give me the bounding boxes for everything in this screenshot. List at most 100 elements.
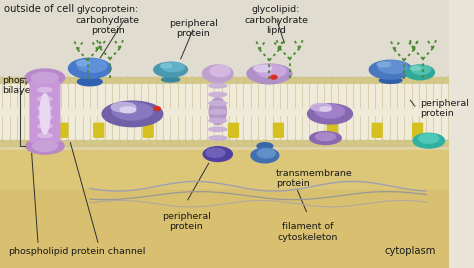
- Ellipse shape: [257, 65, 286, 77]
- Circle shape: [209, 140, 220, 147]
- Ellipse shape: [38, 115, 52, 119]
- Circle shape: [303, 140, 315, 147]
- Circle shape: [106, 140, 118, 147]
- Circle shape: [143, 140, 154, 147]
- Ellipse shape: [257, 77, 282, 84]
- Circle shape: [318, 140, 330, 147]
- FancyBboxPatch shape: [30, 82, 60, 142]
- Bar: [0, 82, 449, 142]
- Ellipse shape: [203, 147, 232, 161]
- Ellipse shape: [77, 78, 102, 86]
- Text: filament of
cytoskeleton: filament of cytoskeleton: [277, 222, 338, 242]
- Circle shape: [289, 77, 301, 84]
- Circle shape: [252, 140, 264, 147]
- Circle shape: [303, 77, 315, 84]
- FancyBboxPatch shape: [413, 123, 422, 137]
- Circle shape: [40, 77, 52, 84]
- Ellipse shape: [40, 94, 50, 134]
- Circle shape: [406, 77, 418, 84]
- Ellipse shape: [311, 103, 331, 111]
- Circle shape: [11, 140, 23, 147]
- Circle shape: [406, 140, 418, 147]
- Circle shape: [413, 140, 425, 147]
- Circle shape: [442, 140, 454, 147]
- Ellipse shape: [251, 148, 279, 163]
- Ellipse shape: [209, 84, 227, 88]
- Circle shape: [84, 77, 96, 84]
- Ellipse shape: [254, 65, 272, 72]
- Circle shape: [271, 75, 277, 79]
- Circle shape: [435, 140, 447, 147]
- Circle shape: [106, 77, 118, 84]
- Circle shape: [245, 77, 256, 84]
- Circle shape: [384, 77, 395, 84]
- Circle shape: [47, 140, 59, 147]
- Ellipse shape: [38, 133, 52, 137]
- Circle shape: [223, 77, 235, 84]
- Circle shape: [113, 140, 125, 147]
- Circle shape: [172, 77, 183, 84]
- Ellipse shape: [162, 77, 180, 82]
- Ellipse shape: [308, 104, 353, 124]
- Circle shape: [355, 77, 366, 84]
- Circle shape: [33, 77, 45, 84]
- Ellipse shape: [209, 101, 227, 105]
- Circle shape: [369, 77, 381, 84]
- Circle shape: [121, 77, 132, 84]
- Circle shape: [347, 140, 359, 147]
- Circle shape: [18, 140, 30, 147]
- Circle shape: [216, 140, 228, 147]
- Ellipse shape: [112, 102, 153, 120]
- Circle shape: [201, 140, 213, 147]
- Ellipse shape: [25, 69, 64, 86]
- Circle shape: [428, 140, 439, 147]
- Circle shape: [179, 77, 191, 84]
- Circle shape: [399, 140, 410, 147]
- Ellipse shape: [161, 64, 172, 68]
- Ellipse shape: [77, 59, 107, 72]
- FancyBboxPatch shape: [94, 123, 104, 137]
- Ellipse shape: [209, 127, 227, 131]
- Circle shape: [84, 140, 96, 147]
- Circle shape: [369, 140, 381, 147]
- Circle shape: [340, 140, 352, 147]
- Circle shape: [4, 140, 15, 147]
- Circle shape: [333, 77, 344, 84]
- Circle shape: [70, 77, 81, 84]
- Circle shape: [230, 77, 242, 84]
- Ellipse shape: [377, 62, 391, 67]
- FancyBboxPatch shape: [372, 123, 382, 137]
- Circle shape: [40, 140, 52, 147]
- Circle shape: [420, 140, 432, 147]
- Circle shape: [11, 77, 23, 84]
- Circle shape: [267, 77, 279, 84]
- Ellipse shape: [102, 101, 163, 127]
- Circle shape: [70, 140, 81, 147]
- Circle shape: [362, 77, 374, 84]
- Circle shape: [77, 77, 89, 84]
- Circle shape: [260, 77, 271, 84]
- Text: cytoplasm: cytoplasm: [384, 246, 436, 256]
- Ellipse shape: [38, 97, 52, 101]
- Circle shape: [391, 140, 403, 147]
- Circle shape: [154, 107, 160, 110]
- Ellipse shape: [413, 133, 445, 148]
- Ellipse shape: [315, 105, 345, 118]
- Circle shape: [201, 77, 213, 84]
- Circle shape: [33, 140, 45, 147]
- Ellipse shape: [369, 60, 412, 79]
- Circle shape: [113, 77, 125, 84]
- Ellipse shape: [410, 66, 420, 70]
- Text: glycolipid:
carbohydrate
lipid: glycolipid: carbohydrate lipid: [244, 5, 308, 35]
- Text: transmembrane
protein: transmembrane protein: [276, 169, 353, 188]
- Circle shape: [282, 77, 293, 84]
- Circle shape: [209, 77, 220, 84]
- Circle shape: [376, 77, 388, 84]
- Circle shape: [245, 140, 256, 147]
- Ellipse shape: [76, 60, 90, 66]
- Circle shape: [413, 77, 425, 84]
- Circle shape: [310, 77, 322, 84]
- Circle shape: [164, 77, 176, 84]
- Circle shape: [91, 77, 103, 84]
- Ellipse shape: [320, 107, 331, 111]
